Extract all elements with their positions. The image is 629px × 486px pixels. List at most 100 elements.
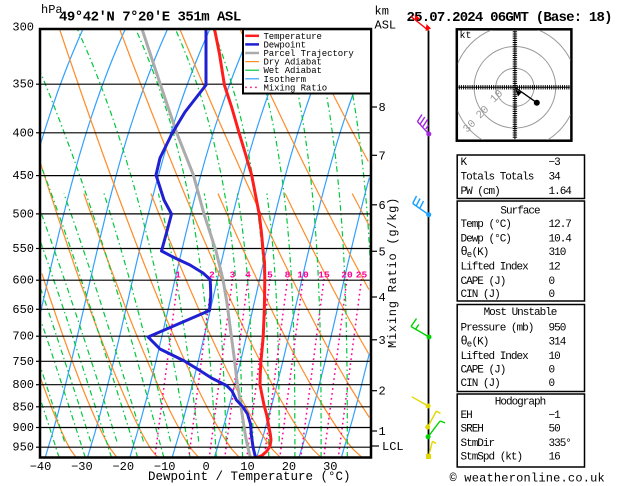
svg-text:Wet Adiabat: Wet Adiabat [264,66,322,76]
svg-text:Mixing Ratio: Mixing Ratio [264,83,328,93]
svg-text:400: 400 [12,126,34,140]
svg-text:(K): (K) [472,247,489,259]
svg-text:Mixing Ratio (g/kg): Mixing Ratio (g/kg) [386,197,400,348]
svg-text:850: 850 [12,400,34,414]
svg-text:650: 650 [12,303,34,317]
svg-text:8: 8 [379,101,386,115]
svg-text:θ: θ [461,245,468,259]
svg-text:450: 450 [12,169,34,183]
svg-text:Totals Totals: Totals Totals [461,172,534,184]
svg-text:−1: −1 [549,410,562,422]
svg-text:500: 500 [12,207,34,221]
svg-text:StmSpd (kt): StmSpd (kt) [461,452,523,464]
svg-text:1: 1 [175,270,181,281]
svg-text:50: 50 [549,424,561,436]
svg-text:Dewpoint: Dewpoint [264,40,306,50]
svg-text:K: K [461,157,468,169]
svg-text:© weatheronline.co.uk: © weatheronline.co.uk [450,472,605,486]
svg-text:25: 25 [356,270,368,281]
svg-text:Temp (°C): Temp (°C) [461,219,511,231]
svg-text:(K): (K) [472,337,489,349]
svg-text:Most Unstable: Most Unstable [484,307,557,319]
svg-text:0: 0 [549,289,555,301]
svg-text:Surface: Surface [500,206,540,218]
svg-text:−3: −3 [549,157,561,169]
svg-text:3: 3 [379,334,386,348]
svg-text:CIN (J): CIN (J) [461,378,500,390]
svg-text:θ: θ [461,335,468,349]
svg-text:SREH: SREH [461,424,484,436]
svg-text:−10: −10 [154,460,176,474]
svg-text:StmDir: StmDir [461,438,495,450]
svg-text:e: e [467,340,472,350]
svg-text:10.4: 10.4 [549,234,573,246]
svg-text:0: 0 [549,276,555,288]
svg-text:10: 10 [240,460,254,474]
svg-text:30: 30 [323,460,337,474]
svg-text:Isotherm: Isotherm [264,75,306,85]
svg-text:CAPE (J): CAPE (J) [461,276,506,288]
svg-text:10: 10 [297,270,309,281]
svg-text:550: 550 [12,242,34,256]
svg-text:kt: kt [460,30,472,42]
svg-text:Dewp (°C): Dewp (°C) [461,234,511,246]
svg-text:EH: EH [461,410,473,422]
svg-text:350: 350 [12,78,34,92]
svg-text:950: 950 [549,323,566,335]
svg-text:1.64: 1.64 [549,186,573,198]
svg-text:16: 16 [549,452,561,464]
svg-text:12.7: 12.7 [549,219,572,231]
svg-text:7: 7 [379,149,386,163]
svg-text:750: 750 [12,355,34,369]
svg-text:10: 10 [549,351,561,363]
svg-text:49°42'N 7°20'E 351m ASL: 49°42'N 7°20'E 351m ASL [59,10,241,26]
svg-text:4: 4 [379,291,386,305]
svg-text:6: 6 [379,199,386,213]
svg-text:20: 20 [341,270,353,281]
svg-text:600: 600 [12,274,34,288]
svg-text:300: 300 [12,21,34,35]
svg-text:5: 5 [379,245,386,259]
svg-text:Temperature: Temperature [264,32,322,42]
svg-text:1: 1 [379,425,386,439]
svg-text:314: 314 [549,337,567,349]
svg-text:3: 3 [230,270,236,281]
svg-text:hPa: hPa [41,3,63,17]
svg-text:km: km [375,5,389,19]
svg-text:LCL: LCL [382,440,404,454]
svg-text:Lifted Index: Lifted Index [461,262,530,274]
svg-text:0: 0 [202,460,209,474]
svg-text:2: 2 [209,270,215,281]
svg-text:Pressure (mb): Pressure (mb) [461,323,534,335]
svg-text:−30: −30 [71,460,93,474]
svg-text:25.07.2024 06GMT (Base: 18): 25.07.2024 06GMT (Base: 18) [407,10,612,26]
svg-text:8: 8 [285,270,291,281]
svg-text:34: 34 [549,172,562,184]
svg-text:900: 900 [12,421,34,435]
svg-text:Hodograph: Hodograph [495,397,546,409]
svg-text:Lifted Index: Lifted Index [461,351,530,363]
svg-text:−40: −40 [30,460,52,474]
svg-text:−20: −20 [112,460,134,474]
svg-text:Dewpoint / Temperature (°C): Dewpoint / Temperature (°C) [148,470,351,484]
svg-text:20: 20 [282,460,296,474]
svg-text:335°: 335° [549,438,571,450]
svg-text:310: 310 [549,247,566,259]
svg-text:CAPE (J): CAPE (J) [461,365,506,377]
svg-text:Parcel Trajectory: Parcel Trajectory [264,49,355,59]
svg-text:Dry Adiabat: Dry Adiabat [264,58,322,68]
svg-text:800: 800 [12,378,34,392]
svg-text:ASL: ASL [375,19,397,33]
svg-text:15: 15 [318,270,330,281]
svg-text:CIN (J): CIN (J) [461,289,500,301]
svg-text:700: 700 [12,330,34,344]
svg-text:950: 950 [12,441,34,455]
svg-text:0: 0 [549,378,555,390]
svg-text:PW (cm): PW (cm) [461,186,500,198]
svg-text:5: 5 [267,270,273,281]
svg-text:0: 0 [549,365,555,377]
svg-text:12: 12 [549,262,561,274]
svg-text:4: 4 [245,270,251,281]
svg-text:2: 2 [379,385,386,399]
svg-text:e: e [467,250,472,260]
